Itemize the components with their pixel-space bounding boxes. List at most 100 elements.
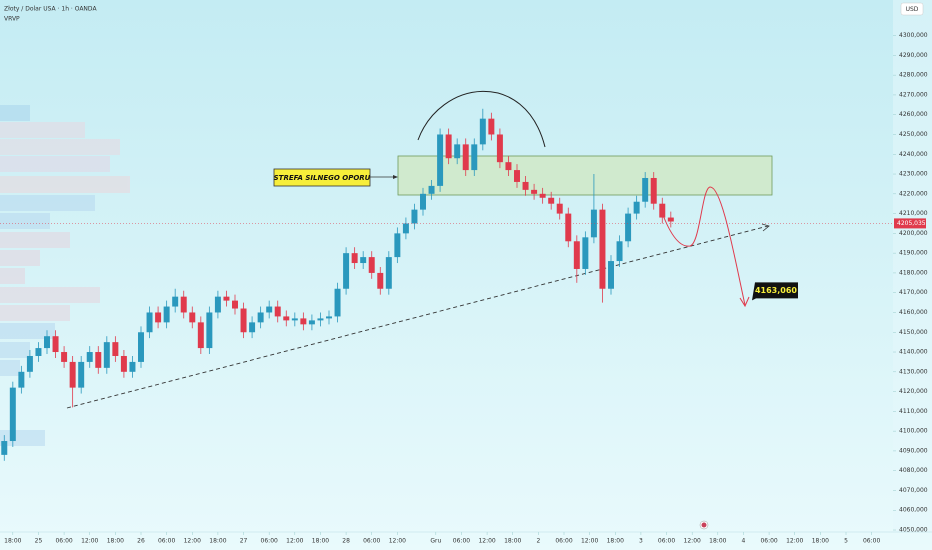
- candle-body: [317, 318, 324, 321]
- candle-body: [266, 306, 273, 313]
- candle-body: [291, 318, 298, 321]
- candle-body: [146, 312, 153, 333]
- x-tick-label: 06:00: [760, 538, 777, 545]
- target-box: [752, 282, 798, 301]
- candle-body: [206, 312, 213, 349]
- candle-body: [257, 312, 264, 323]
- candle-body: [514, 170, 520, 182]
- x-tick-label: 18:00: [209, 538, 226, 545]
- candle-body: [326, 316, 332, 319]
- candle-body: [505, 162, 512, 171]
- candle-body: [112, 342, 119, 356]
- y-tick-label: 4060,000: [899, 507, 928, 514]
- x-tick-label: 12:00: [684, 538, 701, 545]
- candle-body: [180, 296, 187, 313]
- volume-profile: [0, 105, 130, 446]
- indicator-label: VRVP: [4, 16, 20, 23]
- candle-body: [78, 361, 85, 388]
- candle-body: [300, 318, 307, 325]
- y-tick-label: 4220,000: [899, 190, 928, 197]
- candle-body: [138, 332, 144, 362]
- y-tick-label: 4200,000: [899, 230, 928, 237]
- x-tick-label: 18:00: [709, 538, 726, 545]
- x-tick-label: 12:00: [389, 538, 406, 545]
- candle-body: [377, 272, 384, 289]
- candle-body: [240, 308, 247, 333]
- candle-body: [197, 322, 204, 349]
- candle-body: [351, 253, 358, 264]
- y-tick-label: 4100,000: [899, 428, 928, 435]
- y-tick-label: 4090,000: [899, 447, 928, 454]
- candle-body: [420, 193, 426, 210]
- x-tick-label: 18:00: [312, 538, 329, 545]
- candle-body: [667, 217, 674, 222]
- x-tick-label: 06:00: [363, 538, 380, 545]
- currency-label: USD: [906, 6, 919, 13]
- projection-arrow: [739, 296, 750, 308]
- x-tick-label: 28: [342, 538, 350, 545]
- currency-box: [900, 2, 924, 16]
- candle-body: [531, 189, 538, 194]
- x-tick-label: 5: [844, 538, 848, 545]
- x-tick-label: 18:00: [504, 538, 521, 545]
- x-tick-label: 26: [137, 538, 145, 545]
- y-tick-label: 4280,000: [899, 72, 928, 79]
- candle-body: [402, 223, 409, 234]
- y-tick-label: 4070,000: [899, 487, 928, 494]
- y-tick-label: 4080,000: [899, 467, 928, 474]
- candle-body: [155, 312, 162, 323]
- candle-body: [274, 306, 281, 317]
- target-label: 4163,060: [755, 286, 797, 295]
- candle-body: [556, 203, 563, 214]
- x-tick-label: 18:00: [4, 538, 21, 545]
- trend-line: [66, 225, 769, 409]
- candle-body: [343, 253, 350, 289]
- candle-body: [642, 177, 649, 202]
- candle-body: [394, 233, 401, 258]
- candle-body: [163, 306, 170, 323]
- resistance-zone: [397, 155, 773, 196]
- x-tick-label: 25: [35, 538, 43, 545]
- x-tick-label: 18:00: [107, 538, 124, 545]
- candle-body: [633, 201, 640, 214]
- candle-body: [385, 257, 392, 289]
- x-tick-label: 2: [536, 538, 540, 545]
- y-tick-label: 4290,000: [899, 52, 928, 59]
- candle-body: [548, 197, 555, 204]
- projection-path: [659, 186, 746, 306]
- y-tick-label: 4300,000: [899, 32, 928, 39]
- x-tick-label: 12:00: [286, 538, 303, 545]
- y-tick-label: 4160,000: [899, 309, 928, 316]
- x-tick-label: 18:00: [812, 538, 829, 545]
- zone-label-box: [273, 168, 371, 187]
- candle-body: [479, 118, 486, 145]
- x-tick-label: 27: [240, 538, 248, 545]
- candle-body: [9, 387, 16, 442]
- candle-body: [659, 203, 666, 218]
- y-tick-label: 4150,000: [899, 329, 928, 336]
- candle-body: [539, 193, 546, 198]
- candle-body: [471, 144, 478, 171]
- candle-body: [52, 336, 59, 353]
- candle-body: [650, 177, 657, 204]
- y-tick-label: 4230,000: [899, 171, 928, 178]
- x-tick-label: 18:00: [607, 538, 624, 545]
- zone-pointer-head: [393, 175, 398, 179]
- candle-body: [522, 181, 529, 190]
- candle-body: [565, 213, 572, 242]
- candle-body: [249, 322, 256, 333]
- candle-body: [232, 300, 238, 309]
- candle-body: [616, 241, 623, 262]
- y-tick-label: 4210,000: [899, 210, 928, 217]
- candle-body: [599, 209, 606, 289]
- candle-body: [360, 257, 367, 264]
- candle-body: [334, 288, 341, 317]
- price-axis-panel: [893, 0, 932, 532]
- y-tick-label: 4170,000: [899, 289, 928, 296]
- candle-body: [488, 118, 495, 135]
- y-tick-label: 4240,000: [899, 151, 928, 158]
- candle-body: [445, 134, 452, 159]
- candle-body: [573, 241, 580, 269]
- y-tick-label: 4140,000: [899, 349, 928, 356]
